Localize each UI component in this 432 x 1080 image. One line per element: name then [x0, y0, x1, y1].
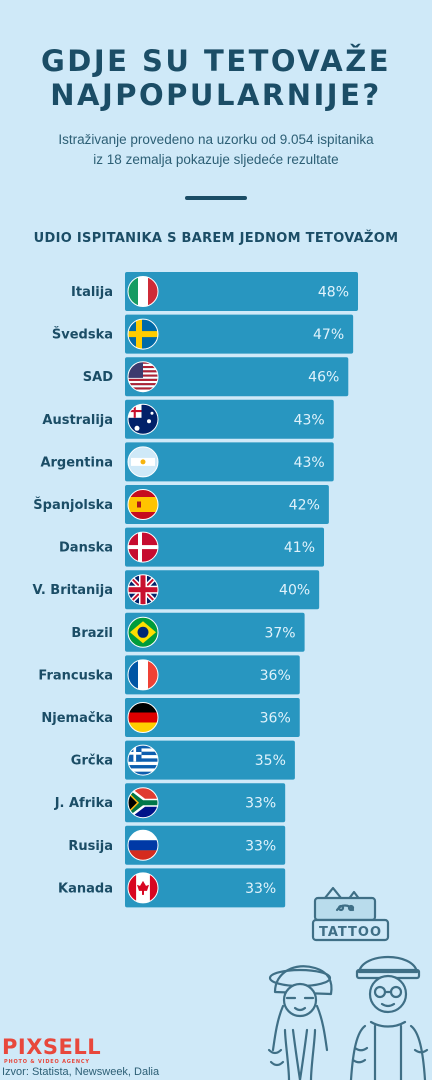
value-label: 48% [318, 285, 349, 301]
title-line-2: NAJPOPULARNIJE? [50, 78, 382, 112]
value-label: 37% [264, 625, 295, 641]
bar-12 [125, 740, 295, 780]
category-label: Švedska [52, 327, 113, 343]
bar-group-1: Italija 48% [71, 272, 358, 311]
usa-flag-icon [127, 361, 159, 393]
tattoo-illustration: TATTOO [267, 886, 429, 1080]
title-line-1: GDJE SU TETOVAŽE [40, 44, 392, 78]
bar-group-2: Švedska 47% [52, 314, 354, 354]
value-label: 43% [294, 412, 325, 428]
bar-8 [125, 570, 320, 610]
category-label: Rusija [68, 839, 113, 854]
bar-14 [125, 825, 286, 865]
value-label: 36% [260, 668, 291, 684]
category-label: Australija [42, 413, 113, 428]
bar-3 [125, 357, 349, 397]
brazil-flag-icon [127, 616, 159, 648]
bar-1 [125, 272, 358, 311]
category-label: Grčka [71, 754, 113, 769]
value-label: 41% [284, 540, 315, 556]
chart-title: UDIO ISPITANIKA S BAREM JEDNOM TETOVAŽOM [33, 231, 399, 246]
category-label: Danska [59, 541, 113, 556]
south-africa-flag-icon [127, 787, 159, 819]
uk-flag-icon [127, 574, 159, 606]
pixsell-logo: PIXSELL [2, 1035, 102, 1059]
bar-2 [125, 314, 354, 354]
russia-flag-icon [127, 829, 159, 861]
denmark-flag-icon [127, 531, 159, 563]
category-label: Kanada [58, 881, 113, 896]
bar-6 [125, 485, 329, 524]
bar-group-12: Grčka 35% [71, 740, 295, 780]
bar-group-4: Australija 43% [42, 399, 334, 439]
value-label: 33% [245, 838, 276, 854]
bar-9 [125, 612, 305, 652]
bar-11 [125, 698, 300, 737]
source-note: Izvor: Statista, Newsweek, Dalia [2, 1066, 160, 1078]
category-label: Brazil [71, 626, 113, 641]
bar-5 [125, 442, 334, 482]
canada-flag-icon [127, 872, 159, 904]
value-label: 46% [308, 370, 339, 386]
subtitle: Istraživanje provedeno na uzorku od 9.05… [20, 130, 412, 170]
value-label: 43% [294, 455, 325, 471]
bar-group-9: Brazil 37% [71, 612, 305, 652]
bar-7 [125, 527, 325, 567]
category-label: SAD [83, 370, 113, 385]
argentina-flag-icon [127, 446, 159, 478]
value-label: 47% [313, 327, 344, 343]
bar-group-3: SAD 46% [83, 357, 349, 397]
value-label: 40% [279, 583, 310, 599]
spain-flag-icon [127, 489, 159, 520]
value-label: 33% [245, 796, 276, 812]
value-label: 42% [289, 498, 320, 514]
category-label: Francuska [38, 668, 113, 683]
title-divider [185, 196, 247, 200]
value-label: 33% [245, 881, 276, 897]
france-flag-icon [127, 659, 159, 691]
value-label: 36% [260, 711, 291, 727]
bar-4 [125, 399, 334, 439]
bar-group-7: Danska 41% [59, 527, 325, 567]
bar-10 [125, 655, 300, 695]
category-label: J. Afrika [54, 796, 113, 811]
page-title: GDJE SU TETOVAŽE NAJPOPULARNIJE? [0, 44, 432, 112]
bar-group-10: Francuska 36% [38, 655, 300, 695]
bar-group-15: Kanada 33% [58, 868, 286, 908]
bar-group-13: J. Afrika 33% [54, 783, 286, 823]
bar-group-8: V. Britanija 40% [32, 570, 320, 610]
germany-flag-icon [127, 702, 159, 733]
bar-15 [125, 868, 286, 908]
subtitle-line-1: Istraživanje provedeno na uzorku od 9.05… [58, 132, 374, 147]
bar-group-6: Španjolska 42% [33, 485, 329, 524]
category-label: Italija [71, 285, 113, 300]
italy-flag-icon [127, 276, 159, 307]
greece-flag-icon [127, 744, 159, 776]
bar-group-5: Argentina 43% [40, 442, 334, 482]
value-label: 35% [255, 753, 286, 769]
bar-13 [125, 783, 286, 823]
bar-group-14: Rusija 33% [68, 825, 286, 865]
subtitle-line-2: iz 18 zemalja pokazuje sljedeće rezultat… [93, 152, 339, 167]
tattoo-sign-text: TATTOO [319, 925, 382, 940]
pixsell-logo-tagline: PHOTO & VIDEO AGENCY [4, 1059, 90, 1065]
category-label: Španjolska [33, 497, 113, 513]
sweden-flag-icon [127, 318, 159, 350]
bar-group-11: Njemačka 36% [41, 698, 300, 737]
category-label: V. Britanija [32, 583, 113, 598]
australia-flag-icon [127, 403, 159, 435]
category-label: Argentina [40, 455, 113, 470]
category-label: Njemačka [41, 711, 113, 726]
